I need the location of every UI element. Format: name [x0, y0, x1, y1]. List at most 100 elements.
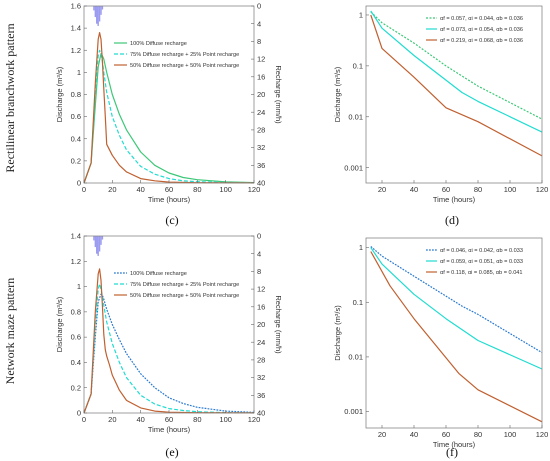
series-line-3 [370, 251, 543, 423]
series-line-2 [370, 247, 543, 370]
y-tick-label: 0.1 [353, 298, 363, 307]
y-axis-label: Discharge (m³/s) [55, 66, 64, 122]
row-label-rectilinear: Rectilinear branchwork pattern [3, 23, 17, 172]
plot-frame [365, 5, 543, 184]
recharge-bar [101, 236, 104, 240]
y2-tick-label: 0 [257, 232, 261, 241]
y-axis-label: Discharge (m³/s) [333, 66, 342, 122]
y-tick-label: 0.1 [353, 61, 363, 70]
y-tick-label: 0.8 [71, 90, 81, 99]
x-tick-label: 20 [378, 185, 386, 194]
x-tick-label: 40 [136, 415, 144, 424]
x-tick-label: 40 [410, 185, 418, 194]
plot-frame [83, 235, 255, 414]
y2-tick-label: 8 [257, 267, 261, 276]
y2-tick-label: 8 [257, 37, 261, 46]
x-tick-label: 100 [504, 185, 517, 194]
legend-label-2: 75% Diffuse recharge + 25% Point recharg… [130, 52, 239, 58]
x-axis-label: Time (hours) [433, 440, 476, 449]
y2-tick-label: 16 [257, 302, 265, 311]
x-tick-label: 60 [165, 185, 173, 194]
y-tick-label: 0.01 [348, 112, 363, 121]
row-label-network-maze: Network maze pattern [3, 278, 17, 385]
y-tick-label: 0 [77, 409, 81, 418]
x-tick-label: 0 [82, 185, 86, 194]
legend-label-2: αf = 0.073, αi = 0.054, αb = 0.036 [440, 27, 523, 33]
recharge-bar [97, 236, 99, 256]
x-tick-label: 60 [442, 185, 450, 194]
y-tick-label: 0.6 [71, 333, 81, 342]
recharge-bar [96, 6, 98, 24]
x-axis-label: Time (hours) [148, 195, 191, 204]
recharge-bar [100, 236, 102, 245]
series-line-2 [83, 49, 255, 184]
x-tick-label: 80 [193, 185, 201, 194]
x-tick-label: 120 [536, 185, 549, 194]
x-tick-label: 80 [474, 185, 482, 194]
panel-label-f: (f) [446, 445, 458, 459]
panel-label-c: (c) [165, 213, 178, 227]
x-tick-label: 120 [248, 185, 261, 194]
y2-tick-label: 40 [257, 409, 265, 418]
y-tick-label: 1 [77, 68, 81, 77]
x-tick-label: 100 [504, 430, 517, 439]
x-axis-label: Time (hours) [148, 425, 191, 434]
y-tick-label: 0.2 [71, 383, 81, 392]
recharge-bar [101, 6, 104, 10]
x-tick-label: 120 [248, 415, 261, 424]
y-tick-label: 0.4 [71, 358, 81, 367]
y2-tick-label: 36 [257, 161, 265, 170]
legend-label-1: 100% Diffuse recharge [130, 271, 187, 277]
y-tick-label: 1 [359, 243, 363, 252]
x-tick-label: 60 [165, 415, 173, 424]
recharge-bar [94, 236, 97, 248]
recharge-bar [100, 6, 102, 15]
recharge-bar [96, 236, 98, 254]
x-tick-label: 20 [108, 415, 116, 424]
legend-label-2: αf = 0.059, αi = 0.051, αb = 0.033 [440, 259, 523, 265]
plot-frame [365, 237, 543, 429]
y-tick-label: 0 [77, 179, 81, 188]
y2-tick-label: 12 [257, 55, 265, 64]
series-line-2 [370, 10, 543, 133]
panel-label-d: (d) [445, 213, 459, 227]
y2-tick-label: 20 [257, 320, 265, 329]
x-axis-label: Time (hours) [433, 195, 476, 204]
x-tick-label: 100 [219, 415, 232, 424]
legend-label-1: 100% Diffuse recharge [130, 41, 187, 47]
chart-panel-c: 0 20 40 60 80 100 120 0 0.2 0.4 0.6 0.8 1 1.2 1.4 1.6 0 4… [55, 2, 283, 204]
recharge-bar [97, 6, 99, 26]
y2-tick-label: 16 [257, 72, 265, 81]
series-line-2 [83, 283, 255, 414]
legend-label-3: αf = 0.118, αi = 0.085, αb = 0.041 [440, 270, 523, 276]
y-tick-label: 1 [359, 11, 363, 20]
y-tick-label: 0.001 [344, 163, 363, 172]
y2-tick-label: 20 [257, 90, 265, 99]
x-tick-label: 20 [108, 185, 116, 194]
y2-tick-label: 36 [257, 391, 265, 400]
legend-label-1: αf = 0.057, αi = 0.044, αb = 0.036 [440, 16, 523, 22]
y-tick-label: 0.001 [344, 407, 363, 416]
x-tick-label: 0 [82, 415, 86, 424]
y-tick-label: 1 [77, 282, 81, 291]
y2-tick-label: 28 [257, 356, 265, 365]
y-tick-label: 1.2 [71, 257, 81, 266]
recharge-bar [93, 6, 95, 11]
y2-axis-label: Recharge (mm/h) [274, 65, 283, 124]
y2-tick-label: 32 [257, 143, 265, 152]
y-tick-label: 1.4 [71, 232, 81, 241]
series-line-1 [83, 293, 255, 414]
series-line-3 [370, 14, 543, 157]
x-tick-label: 120 [536, 430, 549, 439]
y-tick-label: 0.6 [71, 112, 81, 121]
x-tick-label: 40 [410, 430, 418, 439]
x-tick-label: 40 [136, 185, 144, 194]
legend-label-2: 75% Diffuse recharge + 25% Point recharg… [130, 282, 239, 288]
y-axis-label: Discharge (m³/s) [333, 305, 342, 361]
y2-tick-label: 12 [257, 285, 265, 294]
y-tick-label: 0.4 [71, 134, 81, 143]
y-tick-label: 0.8 [71, 307, 81, 316]
chart-panel-d: 20 40 60 80 100 120 0.001 0.01 0.1 1 Time (hours) D… [333, 5, 549, 204]
y-tick-label: 0.2 [71, 156, 81, 165]
